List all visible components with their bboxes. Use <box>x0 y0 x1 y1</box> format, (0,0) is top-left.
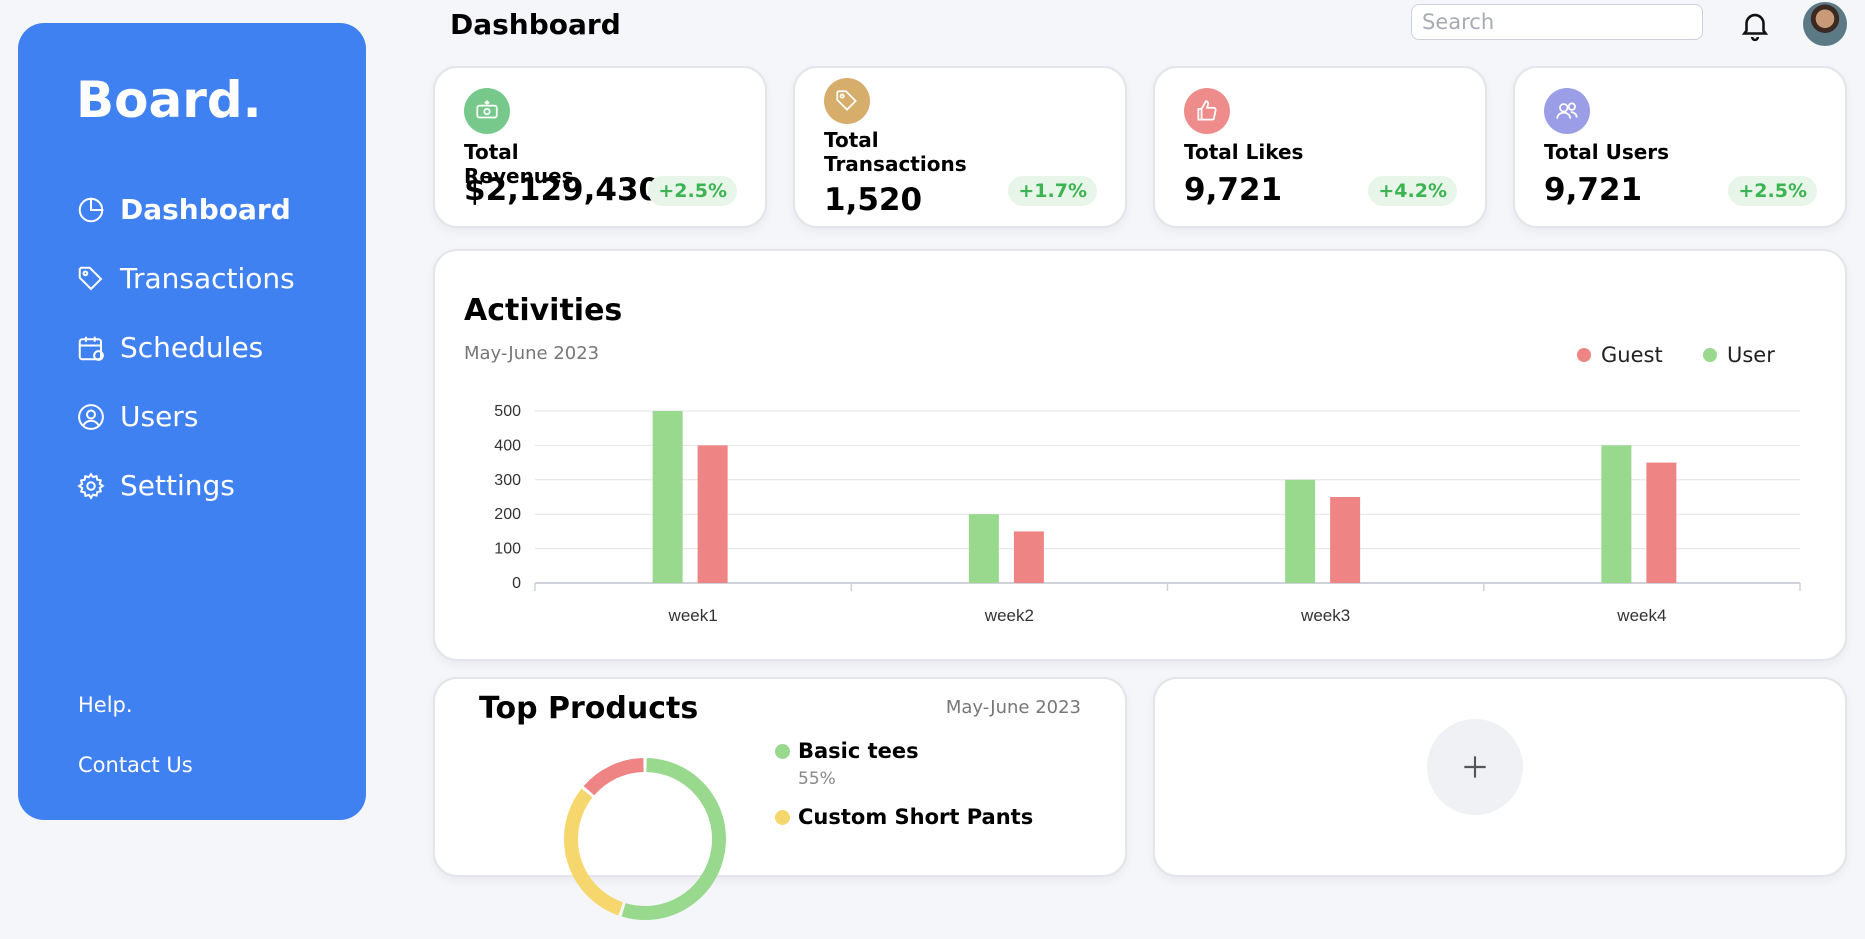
legend-item-user: User <box>1703 343 1775 367</box>
legend-item-guest: Guest <box>1577 343 1663 367</box>
sidebar-item-dashboard[interactable]: Dashboard <box>76 193 291 226</box>
top-products-card: Top Products May-June 2023 Basic tees 55… <box>433 677 1127 920</box>
stat-card-users: Total Users 9,721 +2.5% <box>1513 66 1847 228</box>
bar-guest <box>697 445 728 583</box>
logo: Board. <box>76 71 262 129</box>
legend-label: Guest <box>1601 343 1663 367</box>
bell-icon[interactable] <box>1738 8 1772 42</box>
y-tick-label: 400 <box>494 437 521 454</box>
contact-us-link[interactable]: Contact Us <box>78 753 193 777</box>
legend-dot <box>1577 348 1591 362</box>
sidebar-item-label: Dashboard <box>120 193 291 226</box>
product-name: Custom Short Pants <box>798 805 1034 829</box>
bar-user <box>652 411 683 583</box>
bar-chart: 0 100 200 300 400 500 week1 week2 week3 week4 <box>494 403 1801 625</box>
product-dot <box>775 744 790 759</box>
top-products-title: Top Products <box>479 691 699 726</box>
sidebar-item-users[interactable]: Users <box>76 400 198 433</box>
sidebar-item-label: Transactions <box>120 262 295 295</box>
activities-card: Activities May-June 2023 Guest User 0 100… <box>433 249 1847 661</box>
bar-guest <box>1330 497 1361 583</box>
stat-value: 1,520 <box>824 182 923 218</box>
donut-segment <box>564 788 624 916</box>
x-tick-label: week3 <box>1300 606 1350 625</box>
product-name: Basic tees <box>798 739 919 763</box>
stat-label: Total Likes <box>1184 140 1304 164</box>
calendar-icon <box>78 336 104 361</box>
y-tick-label: 200 <box>494 506 521 523</box>
y-tick-label: 0 <box>512 575 521 592</box>
gear-icon <box>77 471 105 500</box>
change-badge: +1.7% <box>1008 176 1097 206</box>
sidebar-item-label: Users <box>120 400 199 433</box>
activities-subtitle: May-June 2023 <box>464 343 600 364</box>
stat-label: Total Transactions <box>824 128 967 176</box>
tag-icon <box>824 78 870 124</box>
product-dot <box>775 810 790 825</box>
stat-value: 9,721 <box>1544 172 1643 208</box>
x-tick-label: week4 <box>1616 606 1666 625</box>
user-circle-icon <box>78 403 104 430</box>
thumbs-up-icon <box>1184 88 1230 134</box>
y-tick-label: 100 <box>494 541 521 558</box>
add-button[interactable] <box>1427 719 1523 815</box>
stat-card-likes: Total Likes 9,721 +4.2% <box>1153 66 1487 228</box>
legend-label: User <box>1727 343 1775 367</box>
x-tick-label: week1 <box>668 606 718 625</box>
change-badge: +2.5% <box>648 176 737 206</box>
stat-card-revenues: Total Revenues $2,129,430 +2.5% <box>433 66 767 228</box>
donut-chart <box>564 758 726 920</box>
bar-user <box>968 514 999 583</box>
sidebar: Board. Dashboard Transactions Schedules … <box>18 23 366 820</box>
sidebar-item-label: Settings <box>120 469 235 502</box>
money-icon <box>464 88 510 134</box>
stat-value: 9,721 <box>1184 172 1283 208</box>
stat-card-transactions: Total Transactions 1,520 +1.7% <box>793 66 1127 228</box>
stat-label: Total Users <box>1544 140 1670 164</box>
users-icon <box>1544 88 1590 134</box>
sidebar-item-transactions[interactable]: Transactions <box>76 262 295 295</box>
bar-user <box>1285 479 1316 583</box>
list-item: Basic tees 55% <box>775 739 919 789</box>
stat-label: Total Revenues <box>464 140 574 188</box>
y-tick-label: 500 <box>494 403 521 420</box>
bar-user <box>1601 445 1632 583</box>
page-title: Dashboard <box>450 8 621 41</box>
donut-segment <box>621 758 726 920</box>
product-percent: 55% <box>798 769 836 789</box>
sidebar-item-label: Schedules <box>120 331 264 364</box>
sidebar-item-settings[interactable]: Settings <box>76 469 235 502</box>
activities-title: Activities <box>464 293 623 328</box>
y-tick-label: 300 <box>494 472 521 489</box>
add-card <box>1153 677 1847 877</box>
plus-icon <box>1464 756 1486 778</box>
pie-chart-icon <box>78 197 104 222</box>
bar-guest <box>1013 531 1044 583</box>
change-badge: +2.5% <box>1728 176 1817 206</box>
help-link[interactable]: Help. <box>78 693 133 717</box>
x-tick-label: week2 <box>984 606 1034 625</box>
stat-value: $2,129,430 <box>464 172 661 208</box>
top-products-date: May-June 2023 <box>945 697 1081 718</box>
bar-guest <box>1646 462 1677 583</box>
legend-dot <box>1703 348 1717 362</box>
sidebar-item-schedules[interactable]: Schedules <box>76 331 263 364</box>
avatar[interactable] <box>1803 2 1847 46</box>
tag-icon <box>78 266 103 290</box>
change-badge: +4.2% <box>1368 176 1457 206</box>
donut-segment <box>583 758 644 796</box>
search-input[interactable] <box>1411 4 1703 40</box>
list-item: Custom Short Pants <box>775 805 1033 829</box>
